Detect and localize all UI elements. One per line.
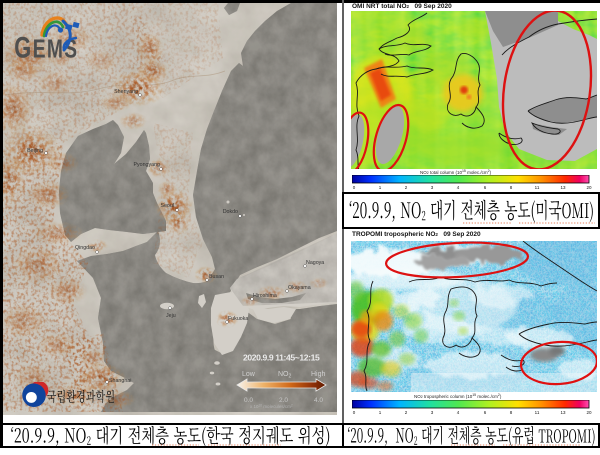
svg-text:Seoul: Seoul <box>160 203 174 209</box>
svg-text:6: 6 <box>484 185 487 190</box>
svg-text:Nagoya: Nagoya <box>306 260 324 266</box>
svg-text:Dokdo: Dokdo <box>223 209 238 215</box>
svg-text:20: 20 <box>586 410 592 415</box>
svg-text:4: 4 <box>457 410 460 415</box>
svg-text:2020.9.9 11:45~12:15: 2020.9.9 11:45~12:15 <box>243 353 320 363</box>
svg-text:0: 0 <box>353 410 356 415</box>
svg-text:2: 2 <box>405 410 408 415</box>
svg-text:1: 1 <box>379 185 382 190</box>
svg-text:13: 13 <box>560 410 566 415</box>
svg-text:8: 8 <box>510 410 513 415</box>
svg-text:Okayama: Okayama <box>288 285 311 291</box>
svg-text:Qingdao: Qingdao <box>75 245 95 251</box>
svg-text:11: 11 <box>535 410 540 415</box>
svg-text:Hiroshima: Hiroshima <box>253 293 277 299</box>
svg-text:6: 6 <box>484 410 487 415</box>
svg-text:3: 3 <box>431 410 434 415</box>
svg-text:11: 11 <box>535 185 540 190</box>
svg-text:G: G <box>14 32 31 64</box>
svg-text:20: 20 <box>586 185 592 190</box>
svg-text:2: 2 <box>405 185 408 190</box>
svg-text:0.0: 0.0 <box>244 397 253 404</box>
svg-text:Busan: Busan <box>209 274 224 280</box>
svg-text:8: 8 <box>510 185 513 190</box>
svg-text:4: 4 <box>457 185 460 190</box>
svg-text:0: 0 <box>353 185 356 190</box>
svg-text:2.0: 2.0 <box>279 397 288 404</box>
svg-text:Shanghai: Shanghai <box>109 378 131 384</box>
svg-text:Pyongyang: Pyongyang <box>133 162 160 168</box>
svg-text:High: High <box>311 371 326 378</box>
svg-text:Fukuoka: Fukuoka <box>228 316 248 322</box>
svg-text:Jeju: Jeju <box>166 313 176 319</box>
svg-text:1: 1 <box>379 410 382 415</box>
svg-text:3: 3 <box>431 185 434 190</box>
svg-text:x 1016 molecules/cm2: x 1016 molecules/cm2 <box>250 404 293 410</box>
svg-text:13: 13 <box>560 185 566 190</box>
svg-text:Low: Low <box>242 371 256 378</box>
svg-text:Shenyang: Shenyang <box>114 89 138 95</box>
svg-text:Beijing: Beijing <box>27 148 43 154</box>
svg-text:NO2: NO2 <box>278 371 292 380</box>
svg-text:4.0: 4.0 <box>314 397 323 404</box>
